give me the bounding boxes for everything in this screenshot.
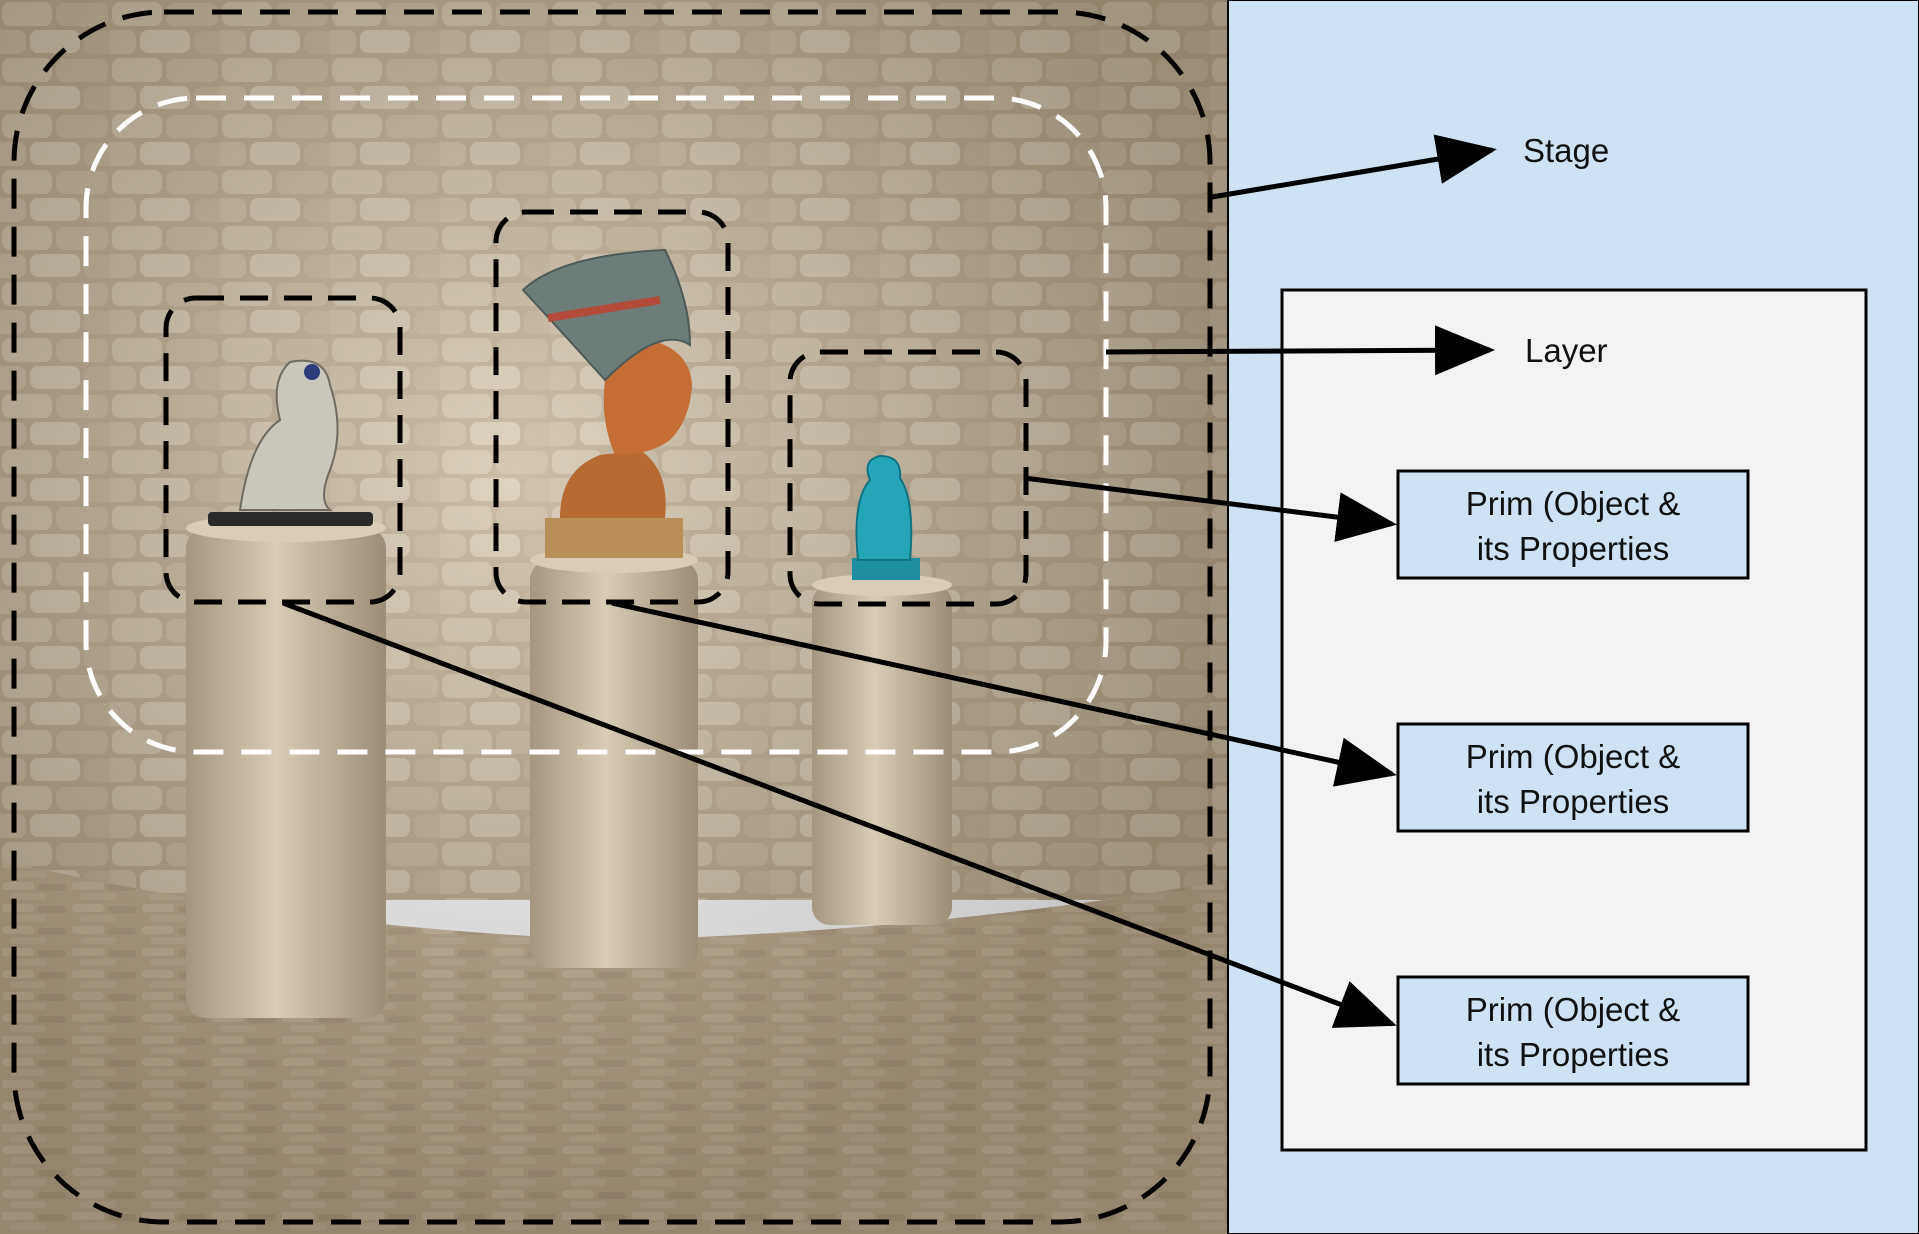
scene-photo: [0, 0, 1228, 1234]
arrow-stage: [1211, 134, 1497, 200]
pedestal-falcon: [186, 359, 386, 1018]
pedestal-nefertiti: [521, 248, 698, 968]
prim-box-3: [1396, 975, 1750, 1086]
prim-3-line1: Prim (Object &: [1466, 991, 1681, 1028]
prim-3-line2: its Properties: [1477, 1036, 1670, 1073]
arrow-layer: [1105, 325, 1495, 376]
stage-outline: [11, 9, 1213, 1225]
prim-box-1: [1396, 469, 1750, 580]
prim-1-line1: Prim (Object &: [1466, 485, 1681, 522]
arrow-prim-baboon: [1023, 475, 1397, 542]
prim-2-line1: Prim (Object &: [1466, 738, 1681, 775]
layer-label: Layer: [1525, 332, 1608, 369]
prim-2-line2: its Properties: [1477, 783, 1670, 820]
prim-box-2: [1396, 722, 1750, 833]
arrow-prim-nefertiti: [611, 600, 1397, 787]
layer-outline: [83, 95, 1109, 755]
prim-1-line2: its Properties: [1477, 530, 1670, 567]
prim-outline-nefertiti: [493, 209, 731, 605]
stage-label: Stage: [1523, 132, 1609, 169]
arrow-prim-falcon: [282, 600, 1397, 1028]
prim-outline-falcon: [163, 295, 403, 605]
